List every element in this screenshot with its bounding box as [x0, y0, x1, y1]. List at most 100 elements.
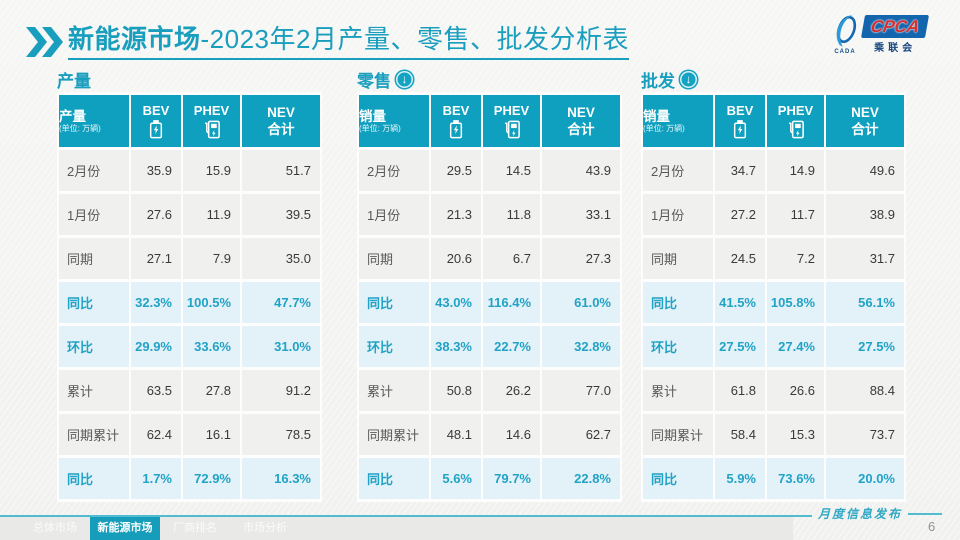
- row-label: 同期: [59, 238, 129, 279]
- section-title-retail: 零售 ↓: [357, 66, 627, 92]
- bev-value: 43.0%: [431, 282, 481, 323]
- table-row: 同期累计 62.4 16.1 78.5: [59, 414, 320, 455]
- bev-value: 5.6%: [431, 458, 481, 499]
- table-header-row: 销量 (单位: 万辆) BEV PHEV: [643, 95, 904, 147]
- charger-icon: [505, 120, 520, 138]
- phev-value: 72.9%: [183, 458, 240, 499]
- row-label: 2月份: [359, 150, 429, 191]
- row-label: 同比: [59, 458, 129, 499]
- table-row: 2月份 29.5 14.5 43.9: [359, 150, 620, 191]
- nev-total-value: 32.8%: [542, 326, 620, 367]
- nev-total-value: 31.7: [826, 238, 904, 279]
- phev-column-header: PHEV: [767, 95, 824, 147]
- bottom-tab-bar: 总体市场 新能源市场 厂商排名 市场分析: [0, 517, 793, 540]
- table-row: 环比 29.9% 33.6% 31.0%: [59, 326, 320, 367]
- row-label: 累计: [359, 370, 429, 411]
- row-label: 同比: [643, 458, 713, 499]
- phev-value: 7.2: [767, 238, 824, 279]
- footer-note-label: 月度信息发布: [818, 507, 903, 521]
- table-row: 同比 32.3% 100.5% 47.7%: [59, 282, 320, 323]
- tab-market-analysis[interactable]: 市场分析: [243, 522, 287, 534]
- logo-text: CPCA 乘联会: [860, 14, 930, 54]
- row-label: 同期累计: [359, 414, 429, 455]
- bev-value: 32.3%: [131, 282, 181, 323]
- phev-value: 11.9: [183, 194, 240, 235]
- bev-value: 5.9%: [715, 458, 765, 499]
- table-row: 同比 5.6% 79.7% 22.8%: [359, 458, 620, 499]
- phev-value: 27.4%: [767, 326, 824, 367]
- bev-column-header: BEV: [131, 95, 181, 147]
- nev-total-value: 35.0: [242, 238, 320, 279]
- production-section: 产量 产量 (单位: 万辆) BEV: [57, 66, 327, 502]
- tab-manufacturer-ranking[interactable]: 厂商排名: [173, 522, 217, 534]
- table-row: 累计 61.8 26.6 88.4: [643, 370, 904, 411]
- row-label: 同期累计: [643, 414, 713, 455]
- metric-column-header: 产量 (单位: 万辆): [59, 95, 129, 147]
- battery-icon: [449, 119, 463, 138]
- row-label: 2月份: [59, 150, 129, 191]
- row-label: 同期累计: [59, 414, 129, 455]
- table-row: 1月份 27.2 11.7 38.9: [643, 194, 904, 235]
- tabs: 总体市场 新能源市场 厂商排名 市场分析: [20, 517, 300, 540]
- phev-value: 14.9: [767, 150, 824, 191]
- row-label: 同期: [643, 238, 713, 279]
- nev-total-value: 49.6: [826, 150, 904, 191]
- table-row: 同期累计 48.1 14.6 62.7: [359, 414, 620, 455]
- bev-value: 27.1: [131, 238, 181, 279]
- nev-total-value: 47.7%: [242, 282, 320, 323]
- nev-total-value: 39.5: [242, 194, 320, 235]
- bev-value: 38.3%: [431, 326, 481, 367]
- row-label: 同比: [359, 458, 429, 499]
- nev-column-header: NEV 合计: [826, 95, 904, 147]
- nev-total-value: 61.0%: [542, 282, 620, 323]
- row-label: 环比: [59, 326, 129, 367]
- nev-total-value: 22.8%: [542, 458, 620, 499]
- row-label: 环比: [359, 326, 429, 367]
- production-table: 产量 (单位: 万辆) BEV PHEV: [57, 92, 322, 502]
- row-label: 同比: [359, 282, 429, 323]
- tab-overall-market[interactable]: 总体市场: [33, 522, 77, 534]
- nev-total-value: 27.5%: [826, 326, 904, 367]
- charger-icon: [789, 120, 804, 138]
- charger-icon: [205, 120, 220, 138]
- bev-value: 61.8: [715, 370, 765, 411]
- battery-icon: [733, 119, 747, 138]
- table-row: 环比 38.3% 22.7% 32.8%: [359, 326, 620, 367]
- nev-total-value: 77.0: [542, 370, 620, 411]
- table-row: 1月份 21.3 11.8 33.1: [359, 194, 620, 235]
- phev-value: 73.6%: [767, 458, 824, 499]
- bev-value: 24.5: [715, 238, 765, 279]
- section-title-label: 零售: [357, 71, 391, 91]
- table-row: 同期累计 58.4 15.3 73.7: [643, 414, 904, 455]
- table-row: 同期 20.6 6.7 27.3: [359, 238, 620, 279]
- nev-total-value: 51.7: [242, 150, 320, 191]
- page-title: 新能源市场-2023年2月产量、零售、批发分析表: [68, 22, 629, 60]
- phev-value: 11.7: [767, 194, 824, 235]
- bev-value: 35.9: [131, 150, 181, 191]
- bev-value: 34.7: [715, 150, 765, 191]
- bev-value: 27.6: [131, 194, 181, 235]
- metric-column-header: 销量 (单位: 万辆): [643, 95, 713, 147]
- bev-value: 58.4: [715, 414, 765, 455]
- section-title-label: 产量: [57, 71, 91, 91]
- table-row: 累计 50.8 26.2 77.0: [359, 370, 620, 411]
- row-label: 1月份: [59, 194, 129, 235]
- table-row: 同比 5.9% 73.6% 20.0%: [643, 458, 904, 499]
- nev-total-value: 78.5: [242, 414, 320, 455]
- nev-total-value: 31.0%: [242, 326, 320, 367]
- table-row: 同期 24.5 7.2 31.7: [643, 238, 904, 279]
- section-title-label: 批发: [641, 71, 675, 91]
- row-label: 同期: [359, 238, 429, 279]
- bev-value: 21.3: [431, 194, 481, 235]
- section-title-production: 产量: [57, 66, 327, 92]
- bev-value: 27.2: [715, 194, 765, 235]
- nev-column-header: NEV 合计: [242, 95, 320, 147]
- wholesale-table: 销量 (单位: 万辆) BEV PHEV: [641, 92, 906, 502]
- bev-value: 62.4: [131, 414, 181, 455]
- tab-nev-market[interactable]: 新能源市场: [90, 517, 160, 540]
- down-arrow-icon: ↓: [680, 70, 697, 88]
- row-label: 2月份: [643, 150, 713, 191]
- nev-total-value: 20.0%: [826, 458, 904, 499]
- retail-table: 销量 (单位: 万辆) BEV PHEV: [357, 92, 622, 502]
